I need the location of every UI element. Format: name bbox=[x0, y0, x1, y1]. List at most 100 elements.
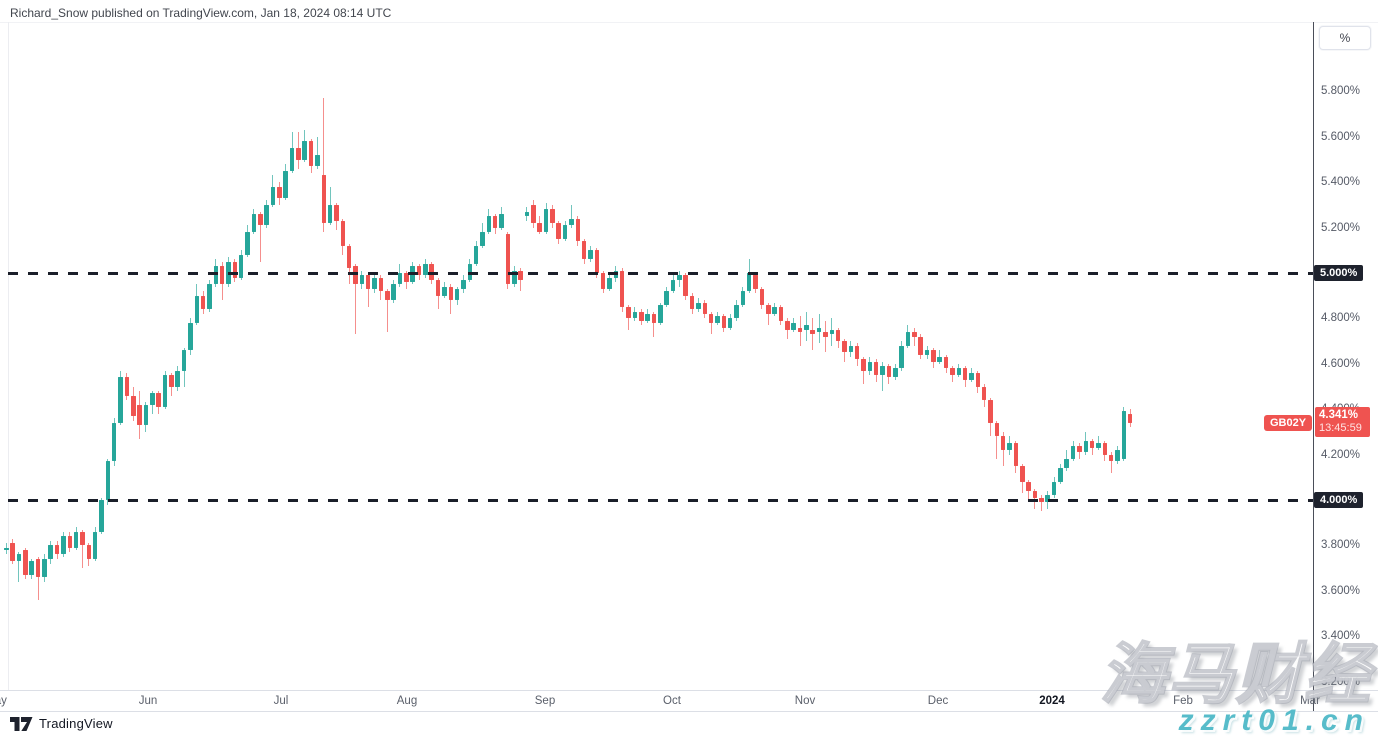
candle bbox=[169, 375, 174, 387]
candle bbox=[131, 395, 136, 417]
candle bbox=[607, 277, 612, 289]
time-axis-label: Aug bbox=[396, 695, 418, 707]
candle bbox=[715, 316, 720, 323]
candle bbox=[162, 375, 168, 407]
candle bbox=[124, 377, 130, 396]
candle bbox=[207, 284, 212, 310]
chart-pane[interactable] bbox=[0, 0, 1313, 742]
time-axis-border bbox=[0, 690, 1378, 691]
candle bbox=[461, 279, 466, 289]
candle bbox=[759, 288, 765, 305]
candle bbox=[531, 204, 536, 224]
price-axis-label: 4.600% bbox=[1321, 357, 1361, 370]
candle bbox=[397, 273, 403, 285]
candle bbox=[480, 232, 485, 246]
candle bbox=[454, 288, 460, 301]
candle bbox=[556, 223, 561, 239]
time-axis-label: Oct bbox=[663, 695, 681, 707]
candle bbox=[969, 372, 974, 380]
candle bbox=[651, 313, 657, 323]
candle bbox=[48, 545, 53, 560]
footer-border bbox=[0, 711, 1378, 712]
candle bbox=[696, 302, 701, 310]
candle bbox=[854, 345, 860, 360]
byline: Richard_Snow published on TradingView.co… bbox=[10, 6, 392, 20]
candle bbox=[505, 234, 511, 285]
candle bbox=[1007, 443, 1012, 451]
last-price-value: 4.341% bbox=[1319, 409, 1359, 422]
candle bbox=[740, 291, 746, 305]
candle bbox=[1127, 413, 1133, 423]
tradingview-attribution[interactable]: TradingView bbox=[10, 716, 113, 731]
candle bbox=[746, 273, 752, 292]
candle bbox=[702, 302, 707, 314]
candle bbox=[435, 279, 441, 296]
candle-wick bbox=[812, 318, 814, 351]
time-axis-label: Dec bbox=[927, 695, 949, 707]
candle bbox=[359, 275, 365, 285]
candle bbox=[258, 214, 263, 226]
candle bbox=[626, 307, 631, 319]
candle bbox=[404, 273, 409, 283]
candle-wick bbox=[37, 556, 39, 600]
candle-wick bbox=[824, 320, 826, 353]
candle bbox=[61, 536, 66, 555]
candle bbox=[365, 275, 371, 289]
candle bbox=[10, 543, 15, 562]
candle bbox=[200, 295, 206, 310]
time-axis-label: Feb bbox=[1173, 695, 1193, 707]
candle bbox=[727, 318, 733, 328]
candle bbox=[1020, 465, 1025, 482]
candle bbox=[23, 549, 28, 575]
candle bbox=[1089, 441, 1095, 448]
candle bbox=[543, 209, 549, 233]
candle bbox=[277, 186, 282, 199]
candle bbox=[550, 209, 555, 224]
candle-wick bbox=[1040, 495, 1042, 512]
candle bbox=[893, 368, 898, 378]
candle bbox=[92, 531, 98, 560]
candle-wick bbox=[259, 211, 261, 262]
candle bbox=[4, 547, 9, 550]
time-axis-label: Sep bbox=[534, 695, 556, 707]
candle bbox=[899, 345, 904, 369]
candle bbox=[353, 266, 358, 285]
time-axis-label: Mar bbox=[1300, 695, 1320, 707]
candle bbox=[816, 327, 822, 333]
horizontal-level-line[interactable] bbox=[8, 498, 1313, 502]
candle bbox=[251, 214, 257, 233]
candle bbox=[721, 316, 727, 328]
candle bbox=[867, 361, 873, 371]
candle bbox=[1102, 443, 1108, 455]
candle bbox=[391, 284, 396, 301]
candle bbox=[423, 263, 428, 276]
percent-scale-button[interactable]: % bbox=[1319, 26, 1371, 50]
last-price-axis-badge: 4.341% 13:45:59 bbox=[1315, 407, 1370, 438]
candle bbox=[785, 320, 790, 330]
price-axis-label: 5.400% bbox=[1321, 176, 1361, 189]
candle bbox=[296, 148, 301, 160]
candle bbox=[594, 250, 600, 274]
candle bbox=[905, 332, 911, 346]
candle-wick bbox=[710, 311, 712, 335]
candle bbox=[213, 266, 219, 285]
time-axis-label: Jun bbox=[138, 695, 158, 707]
candle bbox=[683, 275, 688, 296]
candle bbox=[73, 531, 79, 548]
candle bbox=[232, 261, 238, 278]
price-axis-label: 3.600% bbox=[1321, 584, 1361, 597]
horizontal-level-line[interactable] bbox=[8, 271, 1313, 275]
candle bbox=[600, 273, 606, 289]
tradingview-logo-icon bbox=[10, 716, 33, 731]
price-axis-label: 4.800% bbox=[1321, 312, 1361, 325]
candle bbox=[861, 359, 866, 371]
candle bbox=[962, 368, 968, 380]
level-axis-badge: 4.000% bbox=[1314, 491, 1364, 508]
candle bbox=[639, 311, 644, 321]
candle bbox=[562, 225, 568, 239]
candle bbox=[143, 404, 149, 426]
candle bbox=[766, 304, 771, 314]
candle bbox=[1051, 481, 1057, 496]
candle bbox=[137, 404, 142, 426]
price-axis-label: 3.800% bbox=[1321, 539, 1361, 552]
